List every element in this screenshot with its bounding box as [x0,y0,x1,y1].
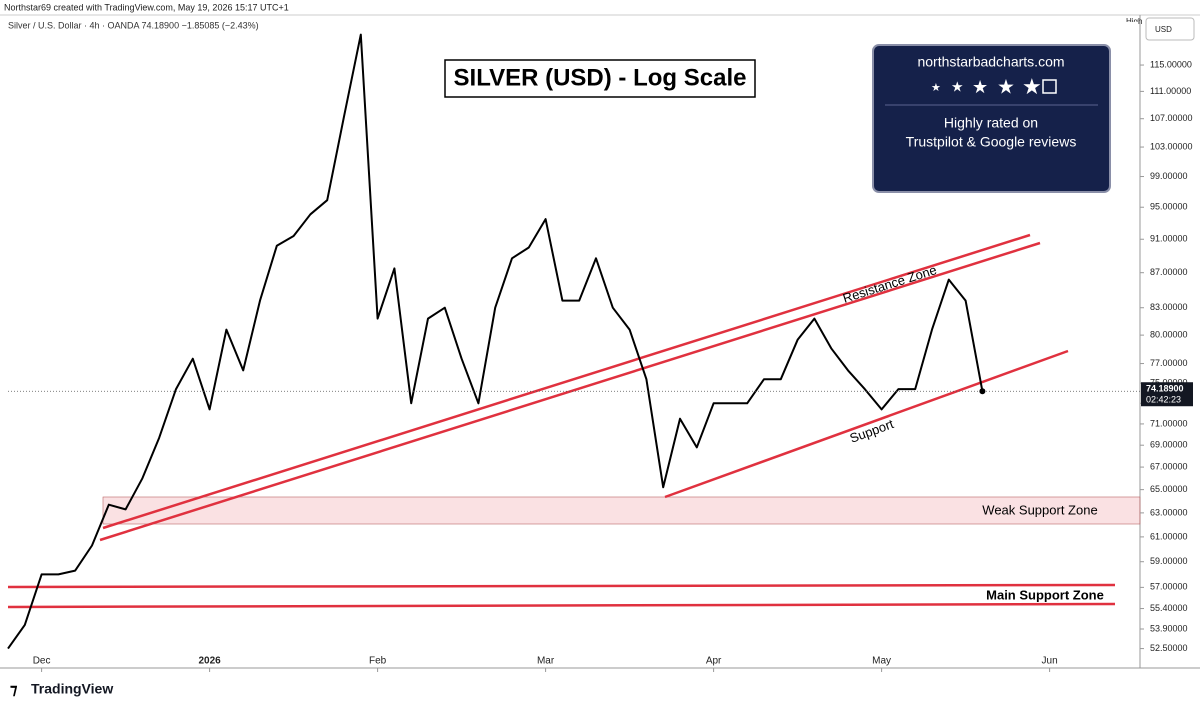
last-price-label: 74.18900 [1146,384,1184,394]
svg-text:★: ★ [1022,74,1042,99]
y-tick-label: 99.00000 [1150,171,1188,181]
chart-title: SILVER (USD) - Log Scale [454,64,747,91]
ad-line: Trustpilot & Google reviews [906,134,1077,150]
y-tick-label: 111.00000 [1150,86,1191,96]
author-line: Northstar69 created with TradingView.com… [4,2,289,12]
last-point [979,388,986,395]
y-tick-label: 53.90000 [1150,623,1188,633]
ad-stars: ★ ★ ★ ★ ★ [931,74,1057,99]
currency-box[interactable] [1145,17,1195,41]
x-tick-label: Mar [537,656,555,667]
price-line [7,33,984,650]
weak-support-zone [102,496,1141,525]
y-tick-label: 65.00000 [1150,484,1188,494]
last-price-box [1141,382,1193,407]
x-tick-label: Apr [706,656,722,667]
symbol-line: Silver / U.S. Dollar · 4h · OANDA 74.189… [8,20,259,30]
resistance-line [102,233,1031,530]
x-tick-label: Dec [33,656,51,667]
y-tick-label: 80.00000 [1150,329,1188,339]
x-tick-label: Feb [369,656,387,667]
y-tick-label: 95.00000 [1150,202,1188,212]
x-tick-label: May [872,656,891,667]
y-tick-label: 59.00000 [1150,556,1188,566]
y-tick-label: 69.00000 [1150,440,1188,450]
ad-line: Highly rated on [944,115,1038,131]
y-tick-label: 71.00000 [1150,418,1188,428]
svg-text:★: ★ [997,76,1015,98]
main-zone-label: Main Support Zone [986,587,1104,602]
svg-text:★: ★ [931,82,941,94]
y-tick-label: 57.00000 [1150,582,1188,592]
footer-logo: ⁊ [10,681,18,698]
scale-mode: High [1126,17,1142,26]
support-line [664,349,1069,499]
y-tick-label: 55.40000 [1150,603,1188,613]
y-tick-label: 52.50000 [1150,643,1188,653]
ad-card[interactable] [872,44,1111,193]
countdown-label: 02:42:23 [1146,395,1181,405]
weak-zone-label: Weak Support Zone [982,502,1097,517]
main-support-line [7,583,1116,589]
y-tick-label: 67.00000 [1150,461,1188,471]
y-tick-label: 83.00000 [1150,302,1188,312]
y-tick-label: 63.00000 [1150,507,1188,517]
y-tick-label: 115.00000 [1150,59,1192,69]
ad-site: northstarbadcharts.com [917,54,1064,70]
x-tick-label: 2026 [198,656,221,667]
y-tick-label: 103.00000 [1150,141,1193,151]
svg-text:★: ★ [951,79,964,95]
x-tick-label: Jun [1042,656,1058,667]
y-tick-label: 87.00000 [1150,267,1188,277]
y-tick-label: 77.00000 [1150,358,1188,368]
title-box [444,59,756,98]
main-support-line [7,602,1116,609]
y-tick-label: 91.00000 [1150,234,1188,244]
svg-text:★: ★ [972,77,988,97]
footer-brand: TradingView [31,681,113,697]
y-tick-label: 61.00000 [1150,531,1188,541]
y-tick-label: 107.00000 [1150,113,1193,123]
currency: USD [1155,25,1172,34]
